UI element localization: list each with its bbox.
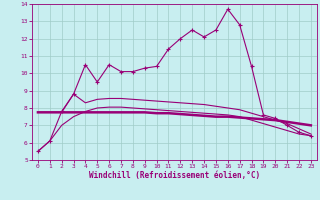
X-axis label: Windchill (Refroidissement éolien,°C): Windchill (Refroidissement éolien,°C) — [89, 171, 260, 180]
